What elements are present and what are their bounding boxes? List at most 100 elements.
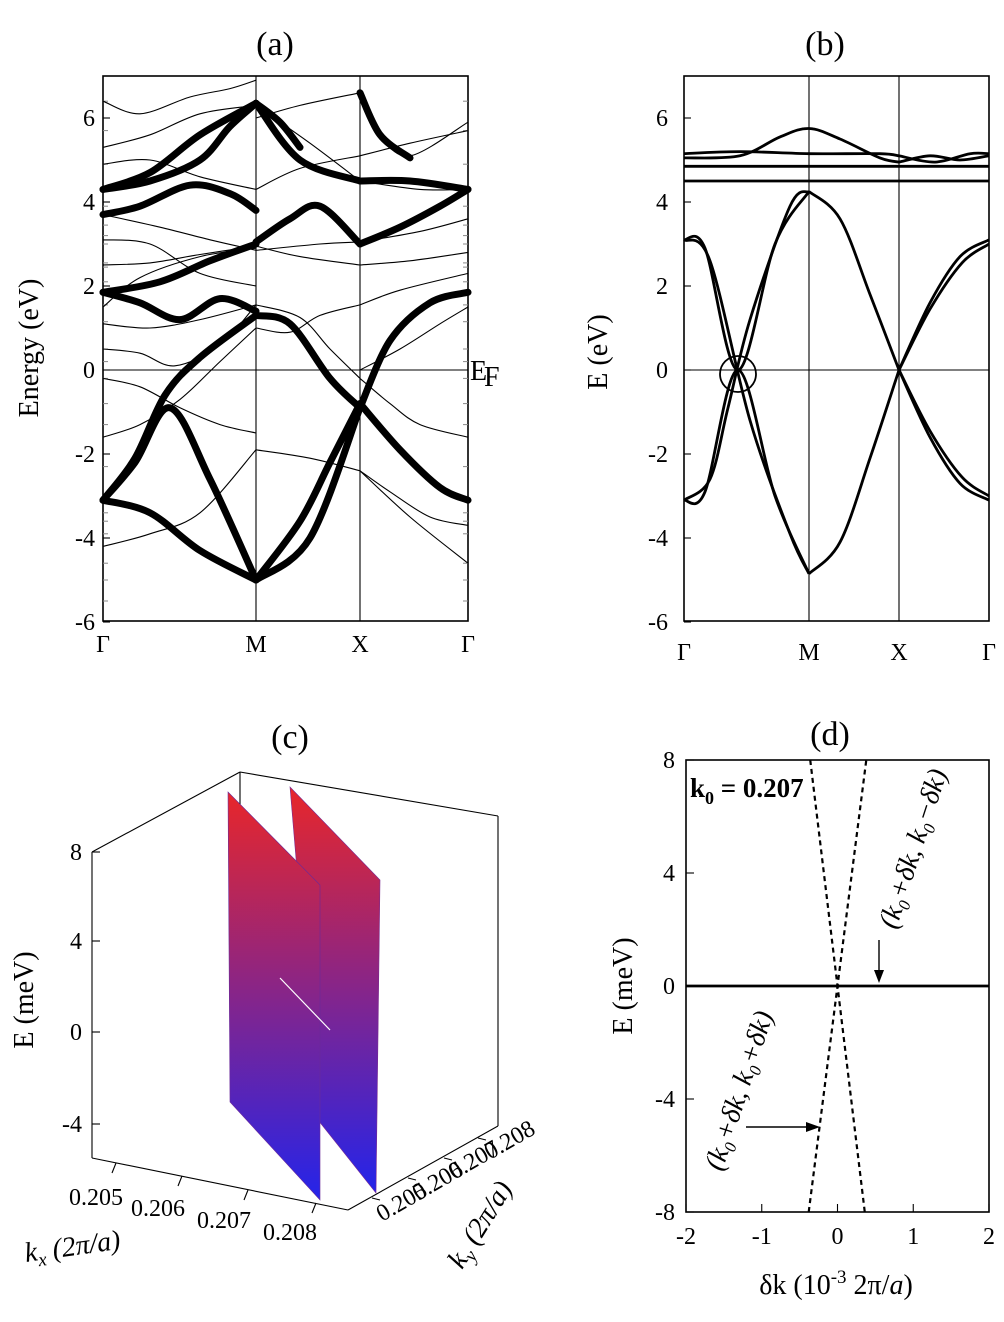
band-thick (99, 496, 260, 584)
x-tick-mark (177, 1175, 183, 1187)
band-thick (99, 181, 260, 219)
y-tick-label: 0.208 (480, 1116, 540, 1166)
band-thin (102, 79, 257, 115)
band-curve (898, 151, 990, 164)
band-thin (102, 449, 257, 547)
ky-rest: (2π/a) (453, 1176, 519, 1256)
y-tick-label: -6 (648, 610, 668, 636)
k0-label: k0 = 0.207 (690, 773, 804, 808)
band-thin (255, 304, 361, 379)
panel-c-xlabel: kx (2π/a) (23, 1225, 123, 1273)
panel-b-ylabel: E (eV) (583, 314, 614, 389)
y-tick-label: -4 (655, 1087, 675, 1113)
band-thick (99, 404, 260, 584)
band-thin (359, 470, 469, 526)
y-tick-mark (443, 1157, 453, 1161)
x-tick-label: 0.207 (197, 1208, 251, 1234)
band-thick (252, 404, 364, 584)
x-tick-label: X (890, 640, 907, 666)
band-thick (252, 99, 364, 185)
panel-d-title: (d) (810, 716, 850, 753)
band-thin (102, 239, 257, 287)
band-curve (897, 242, 990, 371)
band-curve (683, 150, 900, 158)
label-k0-minus: (k₀+δk, k₀−δk) (873, 765, 954, 932)
box-edge (239, 771, 499, 817)
panel-d-ylabel: E (meV) (608, 937, 639, 1034)
band-thick (356, 288, 472, 412)
dirac-branch-line (809, 759, 866, 1213)
x-tick-mark (311, 1202, 317, 1214)
dirac-point-circle (719, 355, 757, 393)
band-thick (356, 176, 472, 193)
arrow-to-dirac-branch (746, 1122, 820, 1132)
band-thin (359, 377, 469, 438)
fermi-label-main: E (470, 356, 487, 387)
y-tick-mark (371, 1197, 381, 1201)
x-tick-label: -2 (676, 1224, 696, 1250)
x-tick-label: 0.205 (69, 1185, 123, 1211)
x-tick-label: Γ (677, 640, 691, 666)
panel-b-bands (683, 76, 990, 621)
band-thin (359, 272, 469, 306)
band-curve (808, 369, 901, 575)
band-thick (356, 89, 414, 162)
x-tick-label: Γ (461, 632, 475, 658)
band-thick (356, 185, 472, 248)
x-tick-label: -1 (752, 1224, 772, 1250)
panel-d-ticks: -8 -4 0 4 8 -2 -1 0 1 2 (655, 748, 995, 1250)
panel-c-xticks: 0.205 0.206 0.207 0.208 (69, 1162, 317, 1246)
box-edge (347, 1125, 499, 1211)
arrow-head (874, 970, 884, 983)
band-thin (255, 449, 361, 472)
panel-a-ylabel: Energy (eV) (14, 279, 45, 418)
dk-exp: -3 (831, 1267, 847, 1288)
z-tick-label: -4 (62, 1112, 82, 1138)
z-tick-label: 4 (70, 929, 82, 955)
arrow-head (806, 1122, 820, 1132)
dk-rest: 2π/ (847, 1270, 890, 1301)
surface-sheet-front (227, 791, 321, 1201)
band-curve (683, 190, 810, 502)
x-tick-label: M (245, 632, 266, 658)
y-tick-label: 4 (656, 190, 668, 216)
x-tick-mark (243, 1189, 249, 1201)
y-tick-label: 0 (83, 358, 95, 384)
band-thin (359, 130, 469, 157)
band-curve (683, 368, 811, 575)
band-curve (897, 369, 990, 498)
dk-close: ) (903, 1270, 912, 1301)
x-tick-label: Γ (982, 640, 996, 666)
y-tick-mark (407, 1177, 417, 1181)
panel-b: (b) -6 -4 -2 0 2 4 6 Γ M X Γ E (eV) (583, 26, 996, 666)
kx-sub: x (36, 1249, 49, 1271)
panel-c-title: (c) (271, 719, 309, 756)
band-thick (252, 201, 364, 248)
box-edge (91, 771, 241, 853)
x-tick-mark (111, 1162, 117, 1174)
x-tick-label: 2 (983, 1224, 995, 1250)
arrow-to-flat-band (874, 940, 884, 983)
panel-c-zlabel: E (meV) (9, 951, 40, 1048)
band-thin (359, 251, 469, 266)
band-thin (359, 470, 469, 564)
y-tick-label: -2 (648, 442, 668, 468)
y-tick-label: -4 (648, 526, 668, 552)
panel-d-lines (686, 759, 989, 1213)
band-thin (102, 327, 257, 438)
k0-rest: = 0.207 (714, 773, 804, 803)
x-tick-label: 0.206 (131, 1196, 185, 1222)
y-tick-label: 6 (83, 106, 95, 132)
z-tick-label: 8 (70, 840, 82, 866)
panel-c: (c) 8 4 0 -4 (9, 719, 540, 1274)
band-thick (252, 400, 364, 584)
band-thick (99, 288, 260, 324)
dk-ital: a (889, 1270, 903, 1301)
panel-a-fermi-label: E F (470, 356, 500, 393)
x-tick-label: X (351, 632, 368, 658)
k0-main: k (690, 773, 705, 803)
band-thin (255, 155, 361, 190)
panel-d-xlabel: δk (10-3 2π/a) (759, 1267, 913, 1301)
box-edge (91, 1157, 349, 1211)
panel-b-frame (683, 75, 990, 622)
